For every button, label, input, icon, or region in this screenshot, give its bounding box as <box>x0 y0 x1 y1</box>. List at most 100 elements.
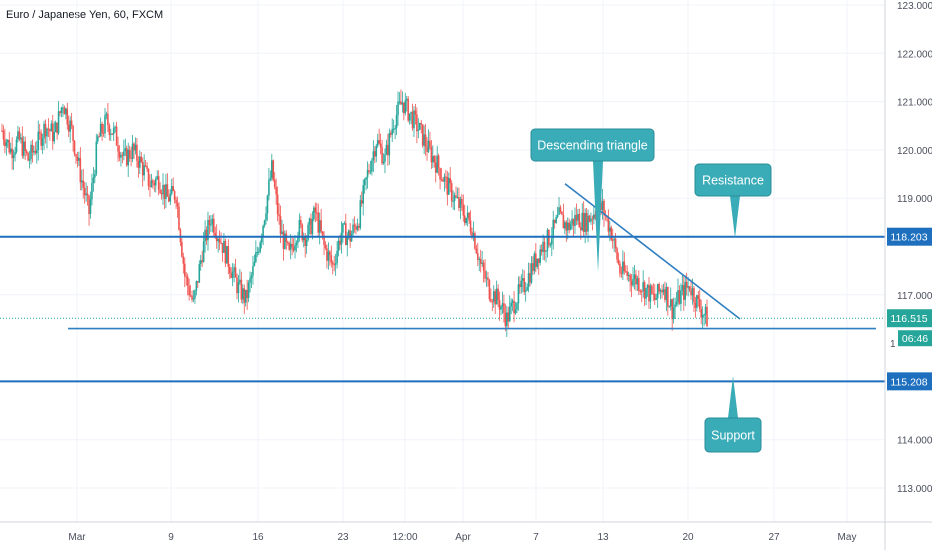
candle-body <box>465 217 467 224</box>
candle-body <box>183 263 186 277</box>
candle-body <box>623 261 626 272</box>
candle-body <box>423 134 425 146</box>
candle-body <box>327 251 330 261</box>
candle-body <box>28 159 31 161</box>
candle-body <box>141 161 144 176</box>
candle-body <box>387 144 389 156</box>
candle-body <box>150 180 153 188</box>
candle-body <box>508 306 511 322</box>
candle-body <box>7 140 9 143</box>
y-tick-label: 120.000 <box>897 146 932 157</box>
candle-body <box>36 150 38 154</box>
candle-body <box>56 122 58 134</box>
candle-body <box>321 231 324 236</box>
candle-body <box>404 100 407 114</box>
candle-body <box>359 200 362 228</box>
callout-descending-triangle[interactable]: Descending triangle <box>530 128 655 272</box>
candle-body <box>362 185 365 204</box>
candle-body <box>44 123 47 137</box>
candle-body <box>659 290 662 292</box>
candle-body <box>234 267 237 278</box>
candle-body <box>429 140 431 148</box>
descending-trend-line <box>564 183 741 320</box>
candle-body <box>503 303 505 313</box>
x-tick-label: Apr <box>455 532 471 543</box>
candle-body <box>669 299 672 307</box>
candle-body <box>197 281 199 283</box>
candle-body <box>21 137 24 156</box>
candle-body <box>701 315 704 318</box>
candle-body <box>109 133 112 135</box>
candle-body <box>436 155 438 173</box>
candle-body <box>123 151 125 156</box>
callout-support[interactable]: Support <box>704 376 762 453</box>
candle-body <box>537 258 540 263</box>
y-tick-label: 122.000 <box>897 49 932 60</box>
callout-resistance[interactable]: Resistance <box>694 163 772 238</box>
candle-body <box>690 290 692 296</box>
candle-body <box>474 233 476 249</box>
candle-body <box>519 284 521 287</box>
candle-body <box>271 160 273 179</box>
candle-body <box>677 290 679 302</box>
candle-body <box>224 240 227 264</box>
candle-body <box>452 200 454 202</box>
callout-descending-triangle-pointer <box>593 161 603 272</box>
candle-body <box>265 213 267 221</box>
callouts[interactable]: Descending triangle Resistance Support <box>530 128 772 453</box>
candle-body <box>76 156 79 161</box>
candle-body <box>678 290 681 304</box>
candle-body <box>266 195 269 214</box>
candle-body <box>610 227 613 240</box>
candle-body <box>239 279 241 282</box>
candle-body <box>101 123 103 133</box>
candle-body <box>700 309 702 318</box>
candle-body <box>304 235 306 247</box>
candle-body <box>463 215 466 224</box>
candle-body <box>484 270 486 279</box>
candle-body <box>375 145 378 157</box>
candle-body <box>70 120 73 126</box>
candle-body <box>60 107 63 114</box>
drawing-lines <box>0 183 885 383</box>
candle-body <box>635 274 637 285</box>
candle-body <box>578 214 581 228</box>
candle-body <box>369 171 372 173</box>
candle-body <box>124 148 127 152</box>
candle-body <box>133 143 135 151</box>
candle-body <box>443 176 446 182</box>
candle-body <box>584 213 586 232</box>
candle-body <box>278 214 280 217</box>
candle-body <box>640 290 643 292</box>
candle-body <box>329 251 331 256</box>
candle-body <box>208 219 211 226</box>
candle-body <box>91 183 93 200</box>
candle-body <box>244 289 247 303</box>
candle-body <box>130 157 132 159</box>
candle-body <box>263 220 266 226</box>
candle-body <box>523 278 526 292</box>
candle-body <box>566 222 569 231</box>
candle-body <box>75 154 77 157</box>
candle-body <box>633 274 636 279</box>
candle-body <box>400 101 402 105</box>
candle-body <box>147 168 150 187</box>
candle-body <box>574 215 576 226</box>
candle-body <box>182 256 185 264</box>
candle-body <box>62 107 64 109</box>
candle-body <box>392 128 395 130</box>
candle-body <box>63 107 66 115</box>
candle-body <box>488 280 491 300</box>
candle-body <box>220 242 222 244</box>
current-price-label <box>887 309 932 328</box>
candle-body <box>449 178 452 184</box>
candle-body <box>591 218 594 220</box>
candle-body <box>246 289 248 299</box>
candle-body <box>253 261 256 267</box>
candle-body <box>656 284 659 299</box>
candle-body <box>51 123 54 142</box>
countdown-text: 06:46 <box>902 333 928 345</box>
callout-support-label: Support <box>711 429 755 443</box>
candle-body <box>185 276 188 278</box>
